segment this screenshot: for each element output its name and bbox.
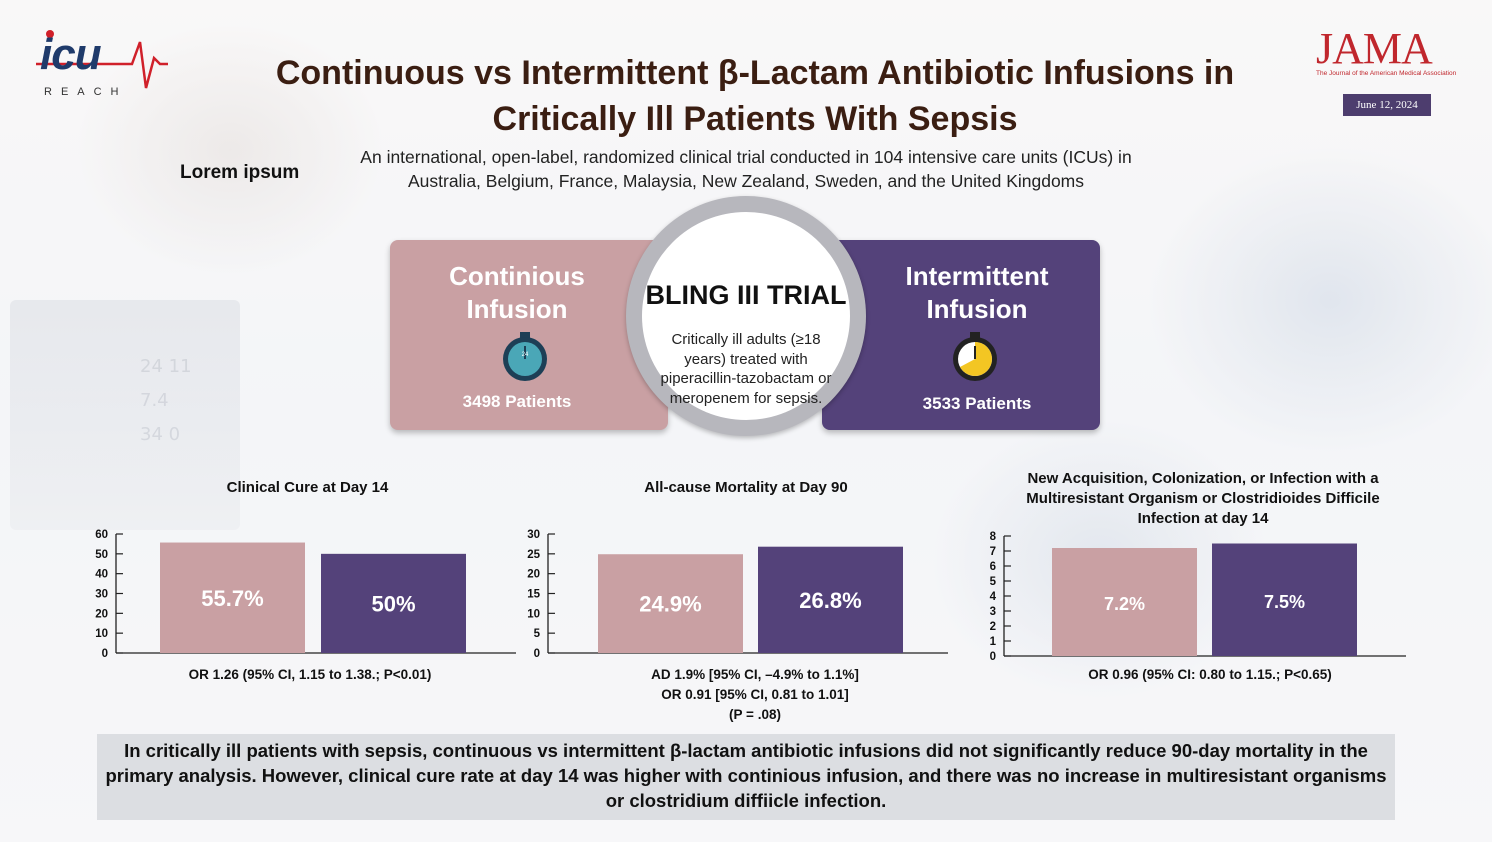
clinical-cure-chart: 0 10 20 30 40 50 60 55.7% 50% [95,529,516,660]
stopwatch-icon: 24 [503,332,547,381]
y-tick-label: 8 [990,531,997,543]
y-tick-label: 20 [95,608,108,620]
page-title: Continuous vs Intermittent β-Lactam Anti… [275,54,1235,138]
chart-3-title: New Acquisition, Colonization, or Infect… [1026,470,1380,527]
journal-subtitle: The Journal of the American Medical Asso… [1316,70,1457,77]
bar-intermittent [321,553,466,653]
chart-1-note: OR 1.26 (95% CI, 1.15 to 1.38.; P<0.01) [188,667,432,682]
y-tick-label: 15 [527,589,540,601]
conclusion-text: In critically ill patients with sepsis, … [105,740,1387,811]
svg-text:24: 24 [522,352,529,358]
intro-label: Lorem ipsum [180,162,300,183]
y-tick-label: 0 [102,648,108,660]
logo-text: icu [40,30,102,79]
bar-continuous [160,542,305,653]
y-tick-label: 60 [95,529,108,541]
y-tick-label: 0 [990,651,996,663]
icu-reach-logo: icu REACH [36,24,171,102]
intermittent-infusion-panel: Intermittent Infusion 3533 Patients [822,240,1100,430]
bar-value-label: 26.8% [799,588,861,613]
y-tick-label: 0 [534,648,540,660]
logo-subtext: REACH [44,86,128,98]
y-tick-label: 5 [990,576,997,588]
multiresistant-organism-chart: 0 1 2 3 4 5 6 7 8 7.2% 7.5% [990,531,1406,663]
y-tick-label: 25 [527,549,540,561]
intermittent-infusion-title: Intermittent Infusion [905,261,1049,324]
continuous-infusion-panel: Continious Infusion 24 3498 Patients [390,240,668,430]
y-tick-label: 40 [95,569,108,581]
y-tick-label: 2 [990,621,996,633]
conclusion-box: In critically ill patients with sepsis, … [97,734,1395,820]
heartbeat-icon [36,30,168,89]
timer-icon [953,332,997,381]
y-tick-label: 30 [95,589,108,601]
chart-2-title: All-cause Mortality at Day 90 [644,479,848,496]
journal-logo: JAMA The Journal of the American Medical… [1316,24,1466,116]
trial-name: BLING III TRIAL [645,280,847,310]
chart-2-note: AD 1.9% [95% CI, –4.9% to 1.1%] OR 0.91 … [651,667,859,722]
y-tick-label: 4 [990,591,997,603]
bar-value-label: 50% [371,591,415,616]
bar-value-label: 7.5% [1264,592,1305,612]
y-tick-label: 20 [527,569,540,581]
y-tick-label: 6 [990,561,996,573]
bar-value-label: 24.9% [639,592,701,617]
chart-3-note: OR 0.96 (95% CI: 0.80 to 1.15.; P<0.65) [1088,667,1332,682]
intermittent-patient-count: 3533 Patients [922,394,1032,413]
trial-circle [642,212,850,420]
chart-1-title: Clinical Cure at Day 14 [226,479,389,496]
y-tick-label: 10 [95,628,108,640]
y-tick-label: 3 [990,606,996,618]
y-tick-label: 5 [534,628,541,640]
bar-intermittent [1212,543,1357,656]
publication-date: June 12, 2024 [1343,94,1431,116]
trial-description: Critically ill adults (≥18 years) treate… [660,331,832,407]
journal-name: JAMA [1316,24,1433,73]
y-tick-label: 30 [527,529,540,541]
bar-intermittent [758,546,903,653]
mortality-chart: 0 5 10 15 20 25 30 24.9% 26.8% [527,529,948,660]
y-tick-label: 1 [990,636,997,648]
bar-value-label: 55.7% [201,586,263,611]
continuous-patient-count: 3498 Patients [462,392,572,411]
bar-value-label: 7.2% [1104,594,1145,614]
y-tick-label: 10 [527,608,540,620]
background-monitor: 24 11 7.4 34 0 [10,300,240,530]
bar-continuous [598,554,743,653]
y-tick-label: 7 [990,546,996,558]
bar-continuous [1052,548,1197,656]
continuous-infusion-title: Continious Infusion [449,261,585,324]
y-tick-label: 50 [95,549,108,561]
study-description: An international, open-label, randomized… [360,147,1132,191]
